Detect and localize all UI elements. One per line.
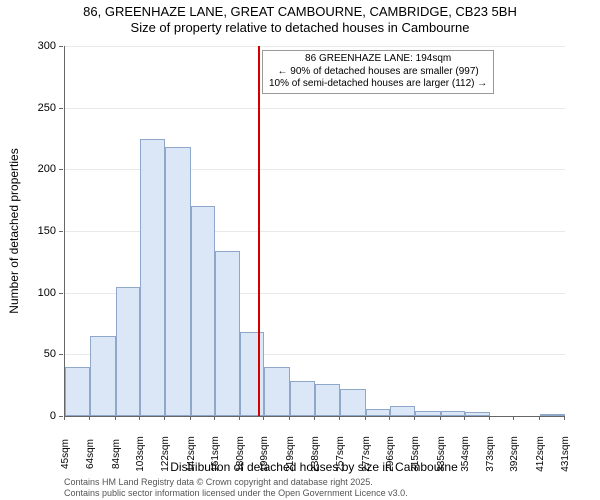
histogram-bar [165, 147, 191, 416]
histogram-bar [90, 336, 116, 416]
histogram-bar [340, 389, 366, 416]
x-tick-mark [190, 416, 191, 420]
histogram-bar [264, 367, 290, 416]
histogram-bar [366, 409, 391, 416]
y-tick-label: 300 [38, 40, 56, 52]
histogram-bar [315, 384, 340, 416]
marker-line [258, 46, 260, 416]
x-tick-mark [513, 416, 514, 420]
marker-annotation: 86 GREENHAZE LANE: 194sqm← 90% of detach… [262, 50, 494, 94]
x-tick-mark [164, 416, 165, 420]
histogram-bar [65, 367, 90, 416]
x-tick-mark [564, 416, 565, 420]
histogram-bar [116, 287, 141, 417]
x-tick-mark [289, 416, 290, 420]
y-tick-label: 50 [44, 348, 56, 360]
y-tick-label: 200 [38, 163, 56, 175]
x-tick-mark [139, 416, 140, 420]
x-tick-mark [489, 416, 490, 420]
histogram-bar [215, 251, 240, 416]
y-tick-label: 150 [38, 225, 56, 237]
title-line1: 86, GREENHAZE LANE, GREAT CAMBOURNE, CAM… [0, 4, 600, 20]
annotation-line: 10% of semi-detached houses are larger (… [269, 78, 487, 91]
x-axis-ticks: 45sqm64sqm84sqm103sqm122sqm142sqm161sqm1… [64, 416, 564, 462]
chart-footer: Contains HM Land Registry data © Crown c… [64, 477, 584, 499]
gridline [65, 108, 565, 109]
histogram-bar [240, 332, 265, 416]
x-tick-mark [389, 416, 390, 420]
x-tick-mark [414, 416, 415, 420]
x-tick-mark [339, 416, 340, 420]
y-tick-label: 250 [38, 102, 56, 114]
chart-title: 86, GREENHAZE LANE, GREAT CAMBOURNE, CAM… [0, 4, 600, 37]
title-line2: Size of property relative to detached ho… [0, 20, 600, 36]
y-axis-ticks: 050100150200250300 [0, 46, 60, 416]
histogram-bar [390, 406, 415, 416]
footer-line2: Contains public sector information licen… [64, 488, 584, 499]
x-tick-mark [239, 416, 240, 420]
histogram-bar [290, 381, 315, 416]
x-tick-mark [263, 416, 264, 420]
x-tick-mark [365, 416, 366, 420]
x-tick-mark [314, 416, 315, 420]
x-tick-mark [115, 416, 116, 420]
footer-line1: Contains HM Land Registry data © Crown c… [64, 477, 584, 488]
annotation-line: ← 90% of detached houses are smaller (99… [269, 66, 487, 79]
x-tick-mark [214, 416, 215, 420]
x-tick-mark [440, 416, 441, 420]
x-tick-mark [464, 416, 465, 420]
histogram-bar [140, 139, 165, 417]
x-tick-mark [64, 416, 65, 420]
plot-area: 86 GREENHAZE LANE: 194sqm← 90% of detach… [64, 46, 565, 417]
y-tick-label: 0 [50, 410, 56, 422]
histogram-chart: 86, GREENHAZE LANE, GREAT CAMBOURNE, CAM… [0, 0, 600, 500]
y-tick-label: 100 [38, 287, 56, 299]
x-tick-mark [89, 416, 90, 420]
gridline [65, 46, 565, 47]
x-tick-mark [539, 416, 540, 420]
annotation-line: 86 GREENHAZE LANE: 194sqm [269, 53, 487, 66]
x-axis-label: Distribution of detached houses by size … [64, 460, 564, 474]
histogram-bar [191, 206, 216, 416]
